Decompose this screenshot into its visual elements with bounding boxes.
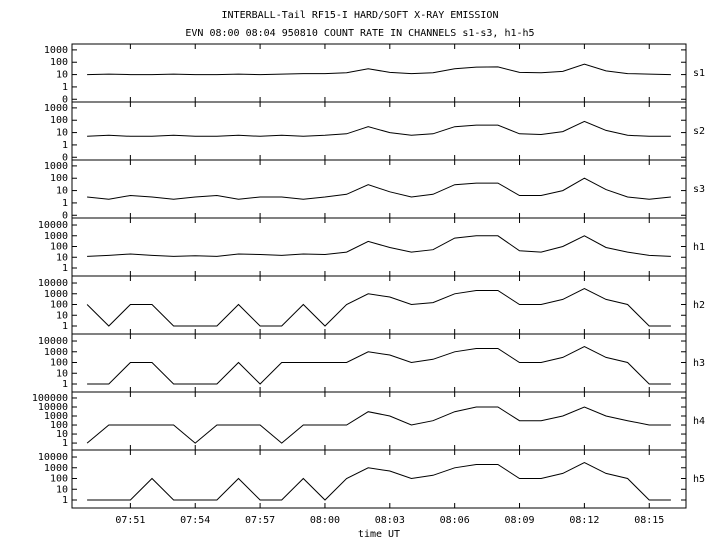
x-axis-label: time UT	[358, 529, 400, 540]
y-tick-label: 1	[62, 198, 68, 209]
x-tick-label: 08:03	[375, 515, 405, 526]
panel-name: h4	[693, 416, 705, 427]
panel-frame	[71, 217, 687, 277]
y-tick-label: 10	[56, 368, 68, 379]
y-tick-label: 1000	[44, 231, 68, 242]
panel-name: h2	[693, 300, 705, 311]
x-tick-label: 08:15	[634, 515, 664, 526]
y-tick-label: 1	[62, 438, 68, 449]
x-tick-label: 08:06	[440, 515, 470, 526]
panel-name: h5	[693, 474, 705, 485]
data-line	[86, 406, 671, 444]
panel-name: s2	[693, 126, 705, 137]
y-tick-label: 10000	[38, 278, 68, 289]
y-tick-label: 10	[56, 70, 68, 81]
y-tick-label: 1	[62, 379, 68, 390]
y-tick-label: 1000	[44, 161, 68, 172]
y-tick-label: 100	[50, 420, 68, 431]
y-tick-label: 10	[56, 252, 68, 263]
panel-name: h3	[693, 358, 705, 369]
y-tick-label: 10000	[38, 336, 68, 347]
x-tick-label: 08:12	[569, 515, 599, 526]
x-tick-label: 08:00	[310, 515, 340, 526]
y-tick-label: 0	[62, 210, 68, 221]
y-tick-label: 1000	[44, 289, 68, 300]
y-tick-label: 10	[56, 186, 68, 197]
y-tick-label: 1	[62, 82, 68, 93]
y-tick-label: 1	[62, 263, 68, 274]
x-tick-label: 07:51	[115, 515, 145, 526]
panel-name: h1	[693, 242, 705, 253]
y-tick-label: 100	[50, 300, 68, 311]
panel-name: s3	[693, 184, 705, 195]
y-tick-label: 100	[50, 115, 68, 126]
panel-frame	[71, 333, 687, 393]
y-tick-label: 10	[56, 310, 68, 321]
y-tick-label: 100	[50, 242, 68, 253]
data-line	[87, 120, 671, 137]
x-tick-label: 07:57	[245, 515, 275, 526]
data-line	[86, 288, 671, 327]
data-line	[87, 346, 671, 385]
panel-name: s1	[693, 68, 705, 79]
y-tick-label: 1	[62, 321, 68, 332]
data-line	[87, 177, 671, 200]
y-tick-label: 10000	[38, 402, 68, 413]
panel-frame	[71, 391, 687, 451]
data-line	[87, 462, 671, 501]
y-tick-label: 0	[62, 152, 68, 163]
y-tick-label: 10	[56, 128, 68, 139]
y-tick-label: 1000	[44, 463, 68, 474]
data-line	[87, 63, 671, 76]
panel-frame	[71, 449, 687, 509]
y-tick-label: 0	[62, 94, 68, 105]
y-tick-label: 10000	[38, 220, 68, 231]
y-tick-label: 10	[56, 429, 68, 440]
y-tick-label: 10	[56, 484, 68, 495]
y-tick-label: 100	[50, 57, 68, 68]
panel-frame	[71, 159, 687, 219]
chart-title: INTERBALL-Tail RF15-I HARD/SOFT X-RAY EM…	[222, 10, 499, 21]
y-tick-label: 100000	[32, 393, 68, 404]
y-tick-label: 1	[62, 495, 68, 506]
x-tick-label: 08:09	[504, 515, 534, 526]
y-tick-label: 1000	[44, 411, 68, 422]
y-tick-label: 10000	[38, 452, 68, 463]
x-tick-label: 07:54	[180, 515, 210, 526]
y-tick-label: 100	[50, 358, 68, 369]
panel-frame	[71, 43, 687, 103]
y-tick-label: 100	[50, 173, 68, 184]
y-tick-label: 1000	[44, 347, 68, 358]
panel-frame	[71, 101, 687, 161]
panel-frame	[71, 275, 687, 335]
y-tick-label: 100	[50, 474, 68, 485]
data-line	[87, 235, 671, 257]
y-tick-label: 1000	[44, 45, 68, 56]
y-tick-label: 1	[62, 140, 68, 151]
y-tick-label: 1000	[44, 103, 68, 114]
chart-subtitle: EVN 08:00 08:04 950810 COUNT RATE IN CHA…	[185, 28, 534, 39]
